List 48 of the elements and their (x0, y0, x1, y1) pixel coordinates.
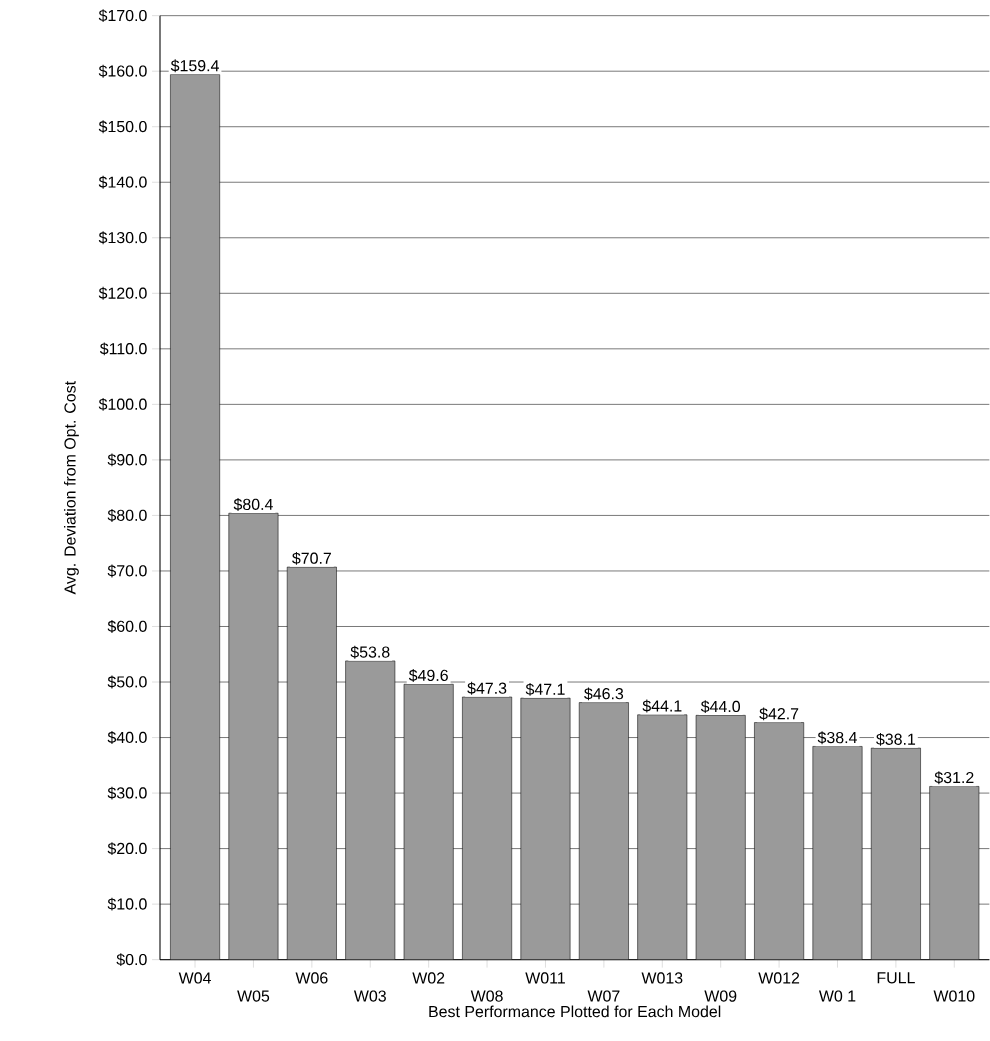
data-label: $44.0 (700, 700, 741, 714)
y-tick-label: $20.0 (107, 842, 147, 856)
x-tick-label: W013 (641, 972, 683, 984)
y-tick-label: $120.0 (98, 286, 147, 300)
x-tick-label: W02 (412, 972, 445, 984)
x-tick-label: W08 (470, 990, 503, 1002)
y-tick-label: $60.0 (107, 620, 147, 633)
y-tick-label: $100.0 (98, 397, 147, 411)
x-tick-label: W05 (237, 990, 270, 1002)
data-label: $31.2 (934, 771, 974, 785)
y-tick-label: $10.0 (107, 897, 147, 911)
data-label: $53.8 (350, 645, 390, 659)
data-label: $70.7 (292, 551, 331, 565)
x-tick-label: W010 (933, 990, 975, 1002)
x-tick-label: W0 1 (818, 990, 856, 1002)
x-tick-label: W09 (704, 990, 737, 1002)
y-tick-label: $0.0 (116, 953, 147, 967)
y-tick-label: $170.0 (98, 9, 147, 23)
data-label: $42.7 (759, 707, 799, 721)
y-tick-label: $130.0 (98, 231, 147, 245)
x-axis-title: Best Performance Plotted for Each Model (429, 1005, 721, 1018)
y-tick-label: $150.0 (98, 120, 147, 134)
data-label: $38.1 (876, 732, 916, 746)
x-tick-label: W04 (178, 972, 211, 984)
x-tick-label: W012 (758, 972, 800, 984)
y-tick-label: $50.0 (107, 675, 147, 689)
y-tick-label: $30.0 (107, 786, 147, 800)
data-label: $38.4 (817, 731, 857, 745)
x-tick-label: W07 (587, 990, 620, 1002)
data-label: $80.4 (233, 498, 273, 511)
y-tick-label: $140.0 (98, 175, 147, 189)
y-tick-label: $110.0 (99, 342, 147, 356)
y-tick-label: $40.0 (107, 731, 147, 744)
y-tick-label: $90.0 (107, 453, 147, 467)
data-label: $47.1 (525, 682, 565, 696)
y-axis-title: Avg. Deviation from Opt. Cost (63, 381, 79, 595)
x-tick-label: FULL (877, 972, 915, 984)
x-tick-label: W03 (353, 990, 386, 1002)
data-label: $44.1 (642, 699, 682, 713)
y-tick-label: $160.0 (98, 64, 147, 78)
x-tick-label: W06 (295, 972, 328, 984)
data-label: $49.6 (408, 669, 448, 682)
data-label: $159.4 (170, 59, 219, 73)
y-tick-label: $70.0 (107, 564, 147, 578)
x-tick-label: W011 (525, 972, 565, 984)
data-label: $47.3 (467, 681, 507, 695)
y-tick-label: $80.0 (107, 508, 147, 522)
data-label: $46.3 (584, 687, 624, 701)
